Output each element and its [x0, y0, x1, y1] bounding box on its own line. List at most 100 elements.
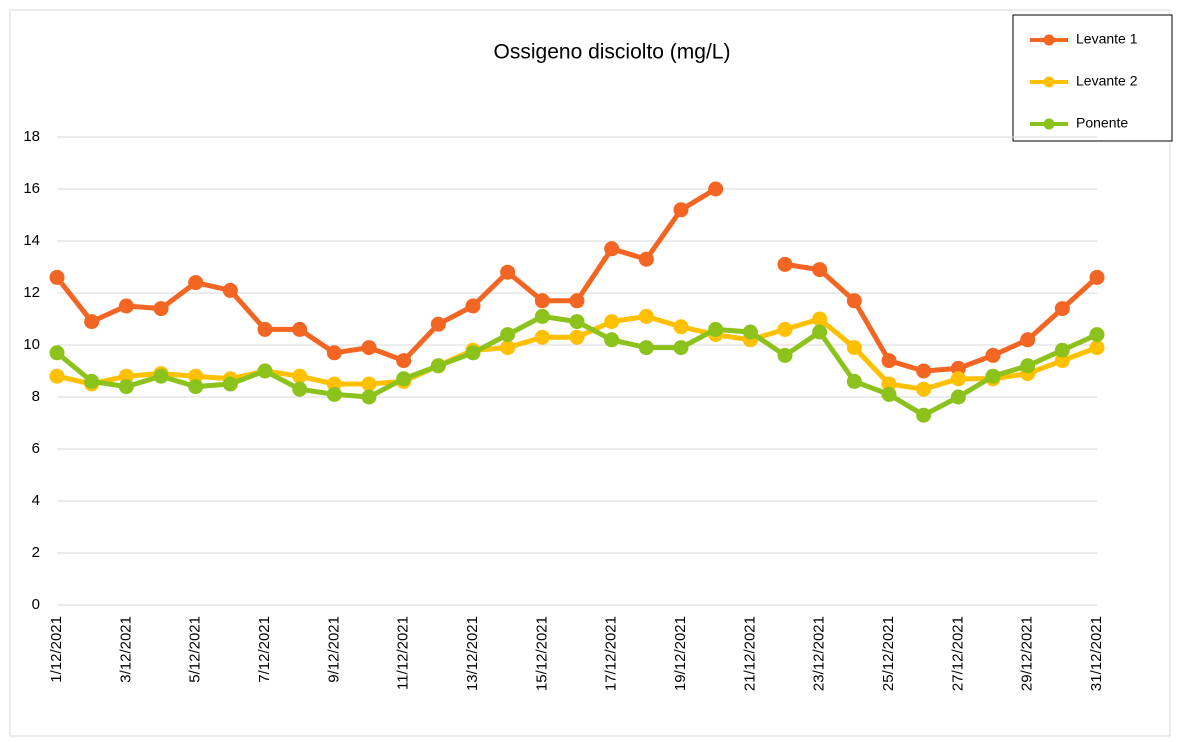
data-point: [777, 321, 793, 337]
data-point: [846, 373, 862, 389]
y-tick-label: 8: [32, 388, 40, 405]
data-point: [49, 368, 65, 384]
data-point: [881, 386, 897, 402]
x-tick-label: 21/12/2021: [741, 616, 758, 691]
x-tick-label: 9/12/2021: [325, 616, 342, 683]
legend-marker: [1043, 34, 1055, 46]
x-tick-label: 15/12/2021: [533, 616, 550, 691]
data-point: [430, 358, 446, 374]
data-point: [118, 298, 134, 314]
data-point: [812, 311, 828, 327]
data-point: [1020, 358, 1036, 374]
legend-marker: [1043, 118, 1055, 130]
data-point: [500, 327, 516, 343]
data-point: [950, 360, 966, 376]
data-point: [673, 202, 689, 218]
x-tick-label: 31/12/2021: [1088, 616, 1105, 691]
data-point: [534, 293, 550, 309]
data-point: [292, 381, 308, 397]
x-tick-label: 17/12/2021: [603, 616, 620, 691]
data-point: [812, 262, 828, 278]
data-point: [188, 275, 204, 291]
data-point: [430, 316, 446, 332]
x-tick-label: 23/12/2021: [811, 616, 828, 691]
x-tick-label: 27/12/2021: [949, 616, 966, 691]
data-point: [222, 376, 238, 392]
x-tick-label: 5/12/2021: [187, 616, 204, 683]
x-tick-label: 13/12/2021: [464, 616, 481, 691]
x-tick-label: 1/12/2021: [48, 616, 65, 683]
data-point: [846, 340, 862, 356]
data-point: [292, 321, 308, 337]
legend-label: Levante 1: [1076, 31, 1138, 47]
data-point: [638, 251, 654, 267]
data-point: [985, 368, 1001, 384]
data-point: [812, 324, 828, 340]
data-point: [292, 368, 308, 384]
data-point: [1089, 269, 1105, 285]
y-tick-label: 0: [32, 596, 40, 613]
data-point: [396, 371, 412, 387]
data-point: [84, 373, 100, 389]
x-tick-label: 19/12/2021: [672, 616, 689, 691]
data-point: [916, 381, 932, 397]
data-point: [465, 345, 481, 361]
legend-label: Ponente: [1076, 115, 1128, 131]
y-tick-label: 4: [32, 492, 40, 509]
data-point: [84, 314, 100, 330]
data-point: [638, 308, 654, 324]
data-point: [361, 340, 377, 356]
x-tick-label: 7/12/2021: [256, 616, 273, 683]
y-tick-label: 2: [32, 544, 40, 561]
data-point: [534, 329, 550, 345]
data-point: [673, 340, 689, 356]
x-tick-label: 29/12/2021: [1019, 616, 1036, 691]
legend-box: [1012, 14, 1173, 142]
data-point: [569, 293, 585, 309]
data-point: [777, 256, 793, 272]
data-point: [916, 363, 932, 379]
data-point: [950, 371, 966, 387]
data-point: [1089, 340, 1105, 356]
data-point: [361, 376, 377, 392]
chart-title: Ossigeno disciolto (mg/L): [494, 41, 731, 64]
data-point: [326, 376, 342, 392]
data-point: [1020, 332, 1036, 348]
data-point: [188, 368, 204, 384]
data-point: [500, 340, 516, 356]
data-point: [1089, 327, 1105, 343]
data-point: [118, 379, 134, 395]
data-point: [846, 293, 862, 309]
data-point: [742, 324, 758, 340]
y-tick-label: 12: [23, 284, 40, 301]
x-tick-label: 25/12/2021: [880, 616, 897, 691]
data-point: [361, 389, 377, 405]
data-point: [534, 308, 550, 324]
data-point: [985, 347, 1001, 363]
data-point: [569, 329, 585, 345]
data-point: [673, 319, 689, 335]
data-point: [1054, 342, 1070, 358]
data-point: [1054, 301, 1070, 317]
data-point: [326, 386, 342, 402]
data-point: [777, 347, 793, 363]
legend-label: Levante 2: [1076, 73, 1138, 89]
data-point: [708, 321, 724, 337]
y-tick-label: 6: [32, 440, 40, 457]
data-point: [465, 298, 481, 314]
chart-border: [9, 9, 1171, 737]
data-point: [257, 321, 273, 337]
data-point: [222, 282, 238, 298]
data-point: [604, 241, 620, 257]
data-point: [500, 264, 516, 280]
data-point: [326, 345, 342, 361]
data-point: [257, 363, 273, 379]
y-tick-label: 14: [23, 232, 40, 249]
data-point: [396, 353, 412, 369]
data-point: [569, 314, 585, 330]
data-point: [49, 345, 65, 361]
data-point: [118, 368, 134, 384]
data-point: [950, 389, 966, 405]
data-point: [153, 368, 169, 384]
y-tick-label: 10: [23, 336, 40, 353]
